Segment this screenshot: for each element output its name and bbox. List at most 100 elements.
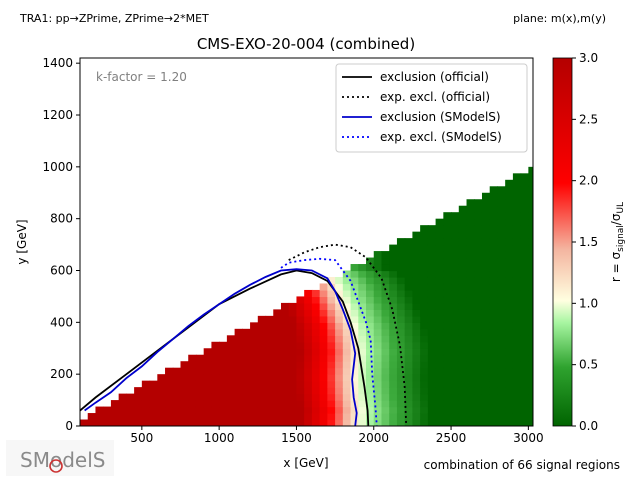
- heatmap-cell: [280, 367, 290, 375]
- heatmap-cell: [342, 289, 352, 298]
- heatmap-cell: [242, 400, 251, 408]
- heatmap-cell: [373, 419, 383, 426]
- heatmap-cell: [435, 335, 444, 343]
- heatmap-cell: [172, 393, 182, 401]
- heatmap-cell: [474, 276, 483, 285]
- heatmap-cell: [512, 302, 522, 310]
- colorbar: [552, 57, 573, 427]
- heatmap-cell: [319, 393, 328, 401]
- heatmap-cell: [381, 413, 390, 421]
- heatmap-cell: [219, 348, 228, 356]
- heatmap-cell: [528, 173, 533, 181]
- heatmap-cell: [443, 218, 452, 226]
- heatmap-cell: [497, 264, 506, 272]
- heatmap-cell: [497, 192, 506, 200]
- heatmap-cell: [420, 289, 429, 298]
- heatmap-cell: [404, 276, 414, 285]
- heatmap-cell: [296, 419, 305, 426]
- heatmap-cell: [389, 406, 398, 414]
- heatmap-cell: [528, 257, 533, 265]
- heatmap-cell: [311, 406, 321, 414]
- heatmap-cell: [404, 251, 414, 259]
- heatmap-cell: [396, 400, 406, 408]
- heatmap-cell: [435, 374, 444, 382]
- heatmap-cell: [505, 205, 514, 213]
- heatmap-cell: [458, 212, 468, 220]
- heatmap-cell: [366, 374, 375, 382]
- heatmap-cell: [366, 264, 375, 272]
- heatmap-cell: [404, 335, 414, 343]
- heatmap-cell: [512, 173, 522, 181]
- heatmap-cell: [435, 400, 444, 408]
- heatmap-cell: [342, 374, 352, 382]
- heatmap-cell: [520, 264, 529, 272]
- heatmap-cell: [389, 335, 398, 343]
- heatmap-cell: [342, 276, 352, 285]
- heatmap-cell: [366, 400, 375, 408]
- heatmap-cell: [435, 361, 444, 369]
- heatmap-cell: [466, 225, 475, 233]
- heatmap-cell: [87, 413, 97, 421]
- heatmap-cell: [280, 309, 290, 317]
- heatmap-cell: [481, 380, 491, 388]
- heatmap-cell: [435, 413, 444, 421]
- heatmap-cell: [443, 238, 452, 246]
- heatmap-cell: [466, 257, 475, 265]
- heatmap-cell: [427, 244, 437, 252]
- heatmap-cell: [257, 315, 267, 323]
- heatmap-cell: [226, 335, 236, 343]
- legend-label: exp. excl. (official): [380, 90, 490, 104]
- heatmap-cell: [126, 400, 135, 408]
- heatmap-cell: [288, 328, 298, 336]
- heatmap-cell: [505, 231, 514, 239]
- heatmap-cell: [134, 400, 143, 408]
- heatmap-cell: [280, 315, 290, 323]
- heatmap-cell: [458, 374, 468, 382]
- heatmap-cell: [404, 406, 414, 414]
- heatmap-cell: [489, 354, 499, 362]
- x-axis: 500 1000 1500 2000 2500 3000: [130, 426, 544, 445]
- heatmap-cell: [250, 341, 259, 349]
- heatmap-cell: [203, 393, 213, 401]
- heatmap-cell: [327, 296, 336, 304]
- heatmap-cell: [528, 244, 533, 252]
- heatmap-cell: [396, 361, 406, 369]
- heatmap-cell: [512, 387, 522, 395]
- heatmap-cell: [505, 315, 514, 323]
- heatmap-cell: [497, 361, 506, 369]
- heatmap-cell: [404, 348, 414, 356]
- heatmap-cell: [412, 341, 421, 349]
- heatmap-cell: [304, 289, 313, 298]
- heatmap-cell: [311, 296, 321, 304]
- heatmap-cell: [404, 238, 414, 246]
- heatmap-cell: [288, 380, 298, 388]
- topology-label: TRA1: pp→ZPrime, ZPrime→2*MET: [19, 12, 209, 25]
- heatmap-cell: [505, 270, 514, 278]
- heatmap-cell: [528, 289, 533, 298]
- heatmap-cell: [451, 328, 460, 336]
- heatmap-cell: [412, 387, 421, 395]
- heatmap-cell: [481, 322, 491, 330]
- y-tick-label: 1200: [42, 108, 73, 122]
- heatmap-cell: [319, 296, 328, 304]
- heatmap-cell: [474, 322, 483, 330]
- heatmap-cell: [520, 367, 529, 375]
- heatmap-cell: [489, 296, 499, 304]
- heatmap-cell: [427, 419, 437, 426]
- heatmap-cell: [458, 406, 468, 414]
- heatmap-cell: [481, 276, 491, 285]
- heatmap-cell: [195, 406, 205, 414]
- heatmap-cell: [466, 315, 475, 323]
- heatmap-cell: [481, 251, 491, 259]
- heatmap-cell: [242, 413, 251, 421]
- heatmap-cell: [481, 309, 491, 317]
- heatmap-cell: [466, 270, 475, 278]
- heatmap-cell: [396, 328, 406, 336]
- heatmap-cell: [172, 374, 182, 382]
- heatmap-cell: [489, 264, 499, 272]
- heatmap-cell: [520, 387, 529, 395]
- heatmap-cell: [327, 341, 336, 349]
- heatmap-cell: [296, 413, 305, 421]
- heatmap-cell: [273, 328, 282, 336]
- heatmap-cell: [381, 270, 390, 278]
